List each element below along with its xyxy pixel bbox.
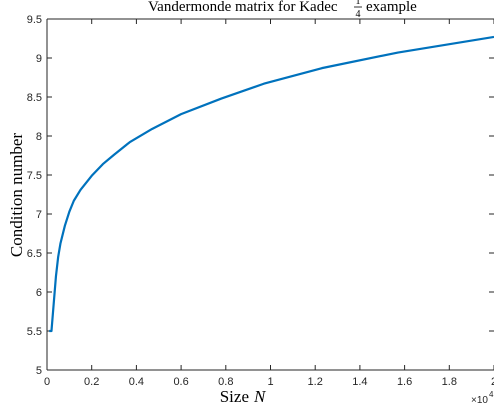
x-tick-label: 0.4 [129,376,144,388]
x-tick-label: 0 [44,376,50,388]
x-tick-label: 1.2 [308,376,323,388]
x-tick-label: 2 [491,376,494,388]
x-exponent-power: 4 [489,390,494,399]
y-tick-label: 5.5 [27,326,42,338]
x-tick-label: 1.6 [397,376,412,388]
y-tick-label: 7 [36,209,42,221]
y-tick-label: 9 [36,53,42,65]
chart-title-fraction-denominator: 4 [356,9,361,20]
x-tick-label: 1 [267,376,273,388]
y-tick-label: 7.5 [27,170,42,182]
x-tick-label: 0.6 [173,376,188,388]
x-tick-label: 0.8 [218,376,233,388]
chart-title-fraction-numerator: 1 [356,0,361,7]
y-tick-label: 9.5 [27,14,42,26]
y-tick-label: 8 [36,131,42,143]
y-tick-label: 8.5 [27,92,42,104]
y-tick-label: 6.5 [27,248,42,260]
chart-title-suffix: example [366,0,417,15]
x-tick-label: 1.4 [352,376,367,388]
tick-group [46,18,494,371]
x-axis-label: Size [220,387,249,406]
y-tick-label: 6 [36,287,42,299]
chart-title: Vandermonde matrix for Kadec [148,0,338,15]
series-line [49,35,494,333]
tick-label-group: 0 0.2 0.4 0.6 0.8 1 1.2 1.4 1.6 1.8 2 5 5.5 6 6.5 7 7.5 8… [27,14,494,388]
x-tick-label: 0.2 [84,376,99,388]
y-tick-label: 5 [36,365,42,377]
y-axis-label: Condition number [7,133,26,258]
x-exponent-label: ×10 [471,395,488,406]
x-tick-label: 1.8 [442,376,457,388]
x-axis-label-variable: N [253,387,267,406]
